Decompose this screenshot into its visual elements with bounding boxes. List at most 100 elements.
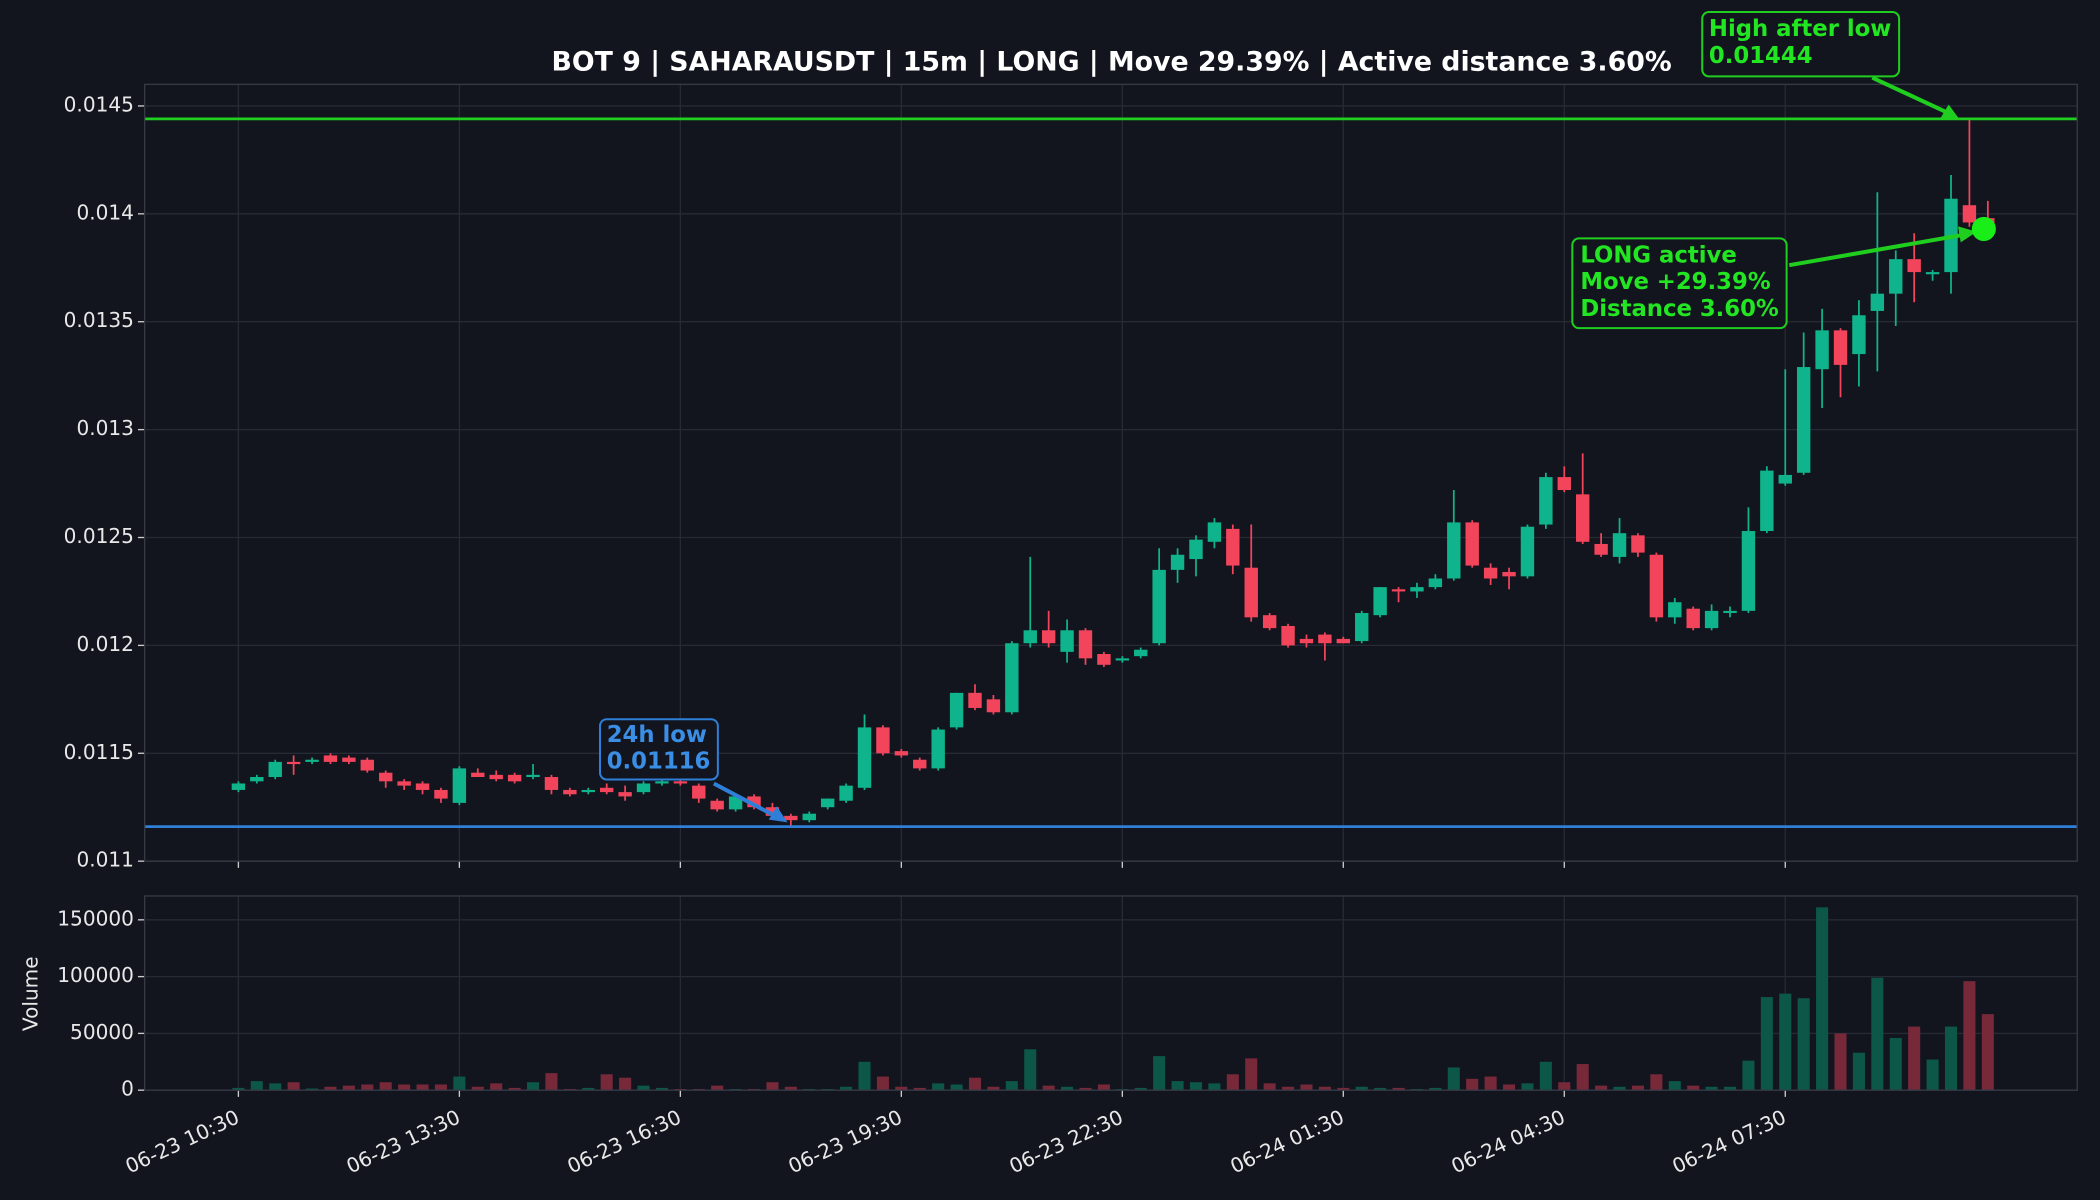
volume-bar <box>1852 1052 1865 1091</box>
volume-bar <box>287 1082 300 1091</box>
volume-bar <box>1392 1087 1405 1091</box>
candle-body <box>434 789 448 799</box>
volume-bar <box>1282 1086 1295 1091</box>
volume-bar <box>527 1082 540 1091</box>
candle-body <box>1502 572 1516 577</box>
volume-bar <box>1079 1087 1092 1091</box>
candle-body <box>1815 330 1829 370</box>
candle-body <box>710 800 724 810</box>
volume-bar <box>269 1083 282 1091</box>
annotation-box <box>1571 237 1788 330</box>
candle-body <box>949 692 964 728</box>
volume-bar <box>1558 1082 1571 1091</box>
candle-body <box>1778 474 1792 484</box>
candle-body <box>673 781 688 784</box>
y-tick-label: 0.011 <box>76 848 133 872</box>
volume-bar <box>987 1086 1000 1091</box>
candle-body <box>1410 587 1424 592</box>
volume-bar <box>1631 1085 1644 1091</box>
candle-body <box>323 755 338 762</box>
volume-bar <box>1189 1082 1203 1091</box>
candle-body <box>1207 522 1222 542</box>
candle-body <box>1852 315 1866 355</box>
volume-bar <box>1171 1081 1184 1091</box>
volume-bar <box>1944 1026 1958 1091</box>
y-tick-label: 0.0125 <box>64 524 134 548</box>
candle-body <box>1097 654 1111 665</box>
candle-body <box>1023 630 1037 644</box>
annotation-box <box>598 718 719 781</box>
volume-bar <box>1226 1074 1239 1091</box>
volume-bar <box>968 1077 982 1091</box>
candle-body <box>250 777 264 782</box>
candle-body <box>360 759 374 771</box>
candle-body <box>1723 610 1737 614</box>
volume-bar <box>1889 1037 1902 1091</box>
volume-bar <box>1153 1056 1166 1091</box>
candle-body <box>471 772 485 778</box>
candle-body <box>305 759 319 762</box>
volume-bar <box>1263 1083 1276 1091</box>
volume-bar <box>600 1074 613 1091</box>
volume-bar <box>1466 1078 1479 1091</box>
candle-body <box>1889 259 1903 294</box>
candle-body <box>1631 535 1645 553</box>
annotation-arrow <box>712 781 781 821</box>
candle-body <box>563 789 577 795</box>
volume-bar <box>876 1076 889 1091</box>
candle-body <box>784 815 798 821</box>
candle-body <box>1134 649 1148 657</box>
volume-bar <box>1650 1074 1663 1091</box>
volume-tick-label: 50000 <box>70 1020 134 1044</box>
volume-bar <box>1355 1086 1368 1091</box>
candle-body <box>765 807 780 816</box>
candle-body <box>968 692 982 708</box>
active-point <box>1971 216 1996 241</box>
volume-bar <box>895 1086 908 1091</box>
volume-bar <box>1539 1061 1552 1091</box>
y-tick-label: 0.014 <box>76 200 133 224</box>
volume-bar <box>434 1084 447 1091</box>
volume-bar <box>361 1084 374 1091</box>
annotation-text: LONG active <box>1580 242 1736 268</box>
volume-bar <box>342 1085 355 1091</box>
candle-body <box>802 813 816 821</box>
annotation-text: High after low <box>1709 16 1891 42</box>
volume-bar <box>784 1086 797 1091</box>
candle-body <box>820 798 835 808</box>
volume-bar <box>1723 1086 1737 1091</box>
arrow-head <box>1940 104 1960 120</box>
volume-bar <box>1834 1033 1847 1091</box>
volume-bar <box>711 1085 724 1091</box>
candle-body <box>931 729 945 769</box>
candle-body <box>1373 587 1387 616</box>
candle-body <box>857 727 872 788</box>
candle-body <box>1741 531 1756 611</box>
candle-body <box>1244 567 1258 618</box>
candle-body <box>342 757 356 762</box>
annotation-text: Move +29.39% <box>1580 269 1770 295</box>
candle-body <box>1428 578 1443 588</box>
candle-body <box>544 777 559 790</box>
volume-bar <box>1429 1087 1442 1091</box>
candle-body <box>1833 330 1848 365</box>
volume-bar <box>913 1087 926 1091</box>
candle-body <box>1281 625 1295 646</box>
candle-body <box>1226 528 1240 566</box>
candle-body <box>1576 494 1590 542</box>
annotation-arrow <box>1788 232 1967 268</box>
volume-bar <box>490 1083 503 1091</box>
volume-bar <box>1024 1049 1037 1091</box>
candle-body <box>600 787 614 793</box>
annotation-text: 24h low <box>607 722 707 748</box>
candle-body <box>1704 610 1719 629</box>
annotation-arrow <box>1871 75 1951 116</box>
y-tick-label: 0.0145 <box>64 92 134 116</box>
volume-bar <box>582 1087 595 1091</box>
candle-body <box>581 789 595 793</box>
volume-bar <box>232 1087 245 1091</box>
volume-bar <box>1687 1085 1700 1091</box>
volume-bar <box>306 1088 319 1091</box>
candle-body <box>415 783 430 790</box>
